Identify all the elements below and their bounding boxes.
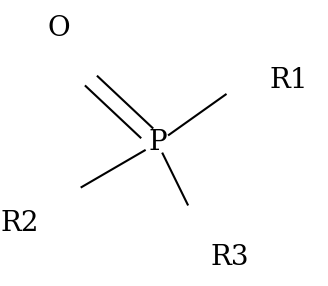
Text: O: O (48, 15, 70, 42)
Text: P: P (148, 130, 167, 156)
Text: R1: R1 (269, 67, 308, 94)
Text: R2: R2 (0, 210, 39, 237)
Text: R3: R3 (210, 244, 249, 271)
